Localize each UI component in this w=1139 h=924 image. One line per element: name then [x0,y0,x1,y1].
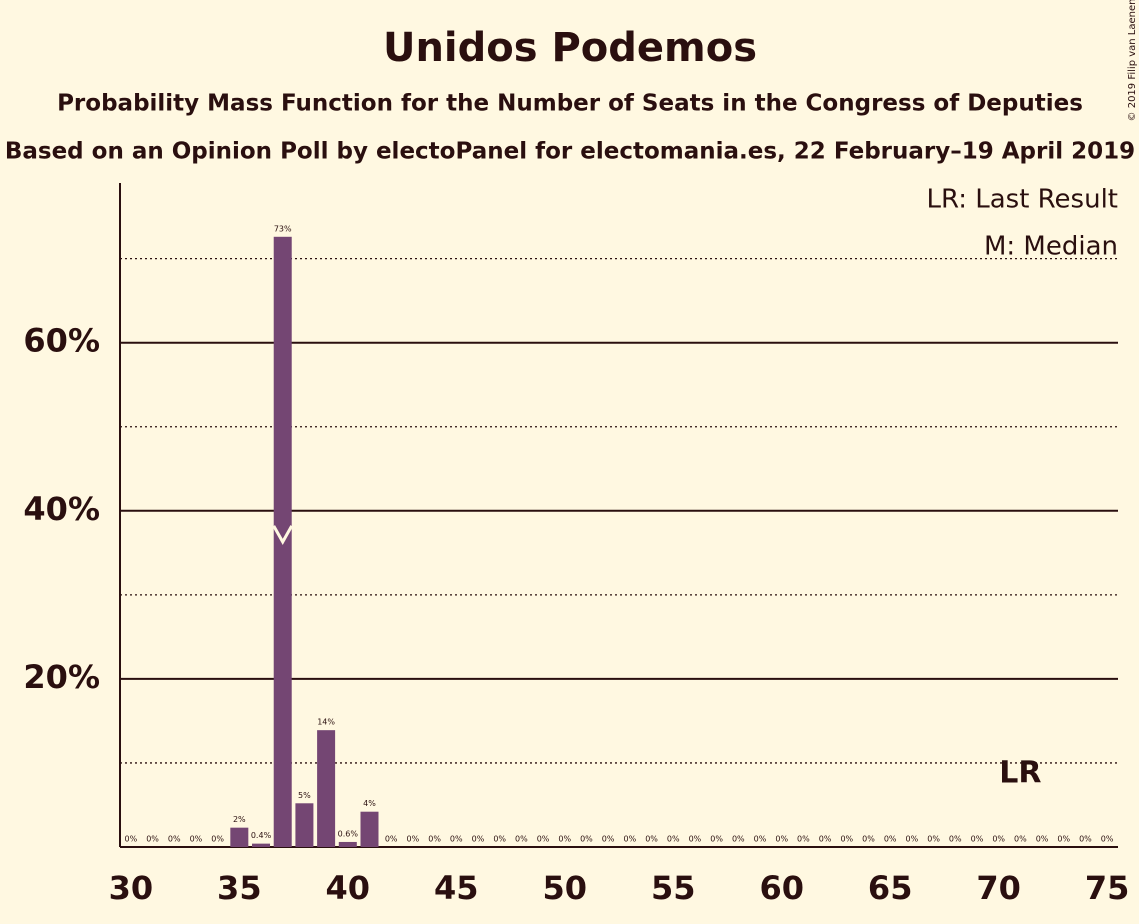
value-label: 0% [428,835,441,844]
x-tick-label: 45 [434,869,479,907]
value-label: 0.6% [338,829,359,838]
value-label: 0% [493,835,506,844]
value-label: 0% [211,835,224,844]
value-label: 2% [233,815,246,824]
median-marker [272,525,294,545]
bar [230,827,249,847]
bar [252,843,271,847]
value-label: 0% [732,835,745,844]
value-label: 0% [1101,835,1114,844]
last-result-marker: LR [999,756,1041,791]
value-label: 0% [146,835,159,844]
value-label: 0% [689,835,702,844]
value-label: 0% [558,835,571,844]
value-label: 0% [1079,835,1092,844]
value-label: 0% [537,835,550,844]
value-label: 0% [884,835,897,844]
value-label: 0% [710,835,723,844]
legend-entry: M: Median [984,232,1118,262]
value-label: 0% [385,835,398,844]
value-label: 0% [992,835,1005,844]
chart-subtitle: Probability Mass Function for the Number… [57,91,1083,117]
legend-entry: LR: Last Result [926,185,1118,215]
x-tick-label: 70 [976,869,1021,907]
value-label: 0% [580,835,593,844]
value-label: 0% [754,835,767,844]
value-label: 0% [602,835,615,844]
value-label: 5% [298,791,311,800]
value-label: 0% [819,835,832,844]
value-label: 0% [1036,835,1049,844]
bar [317,730,336,847]
value-label: 4% [363,799,376,808]
value-label: 0% [971,835,984,844]
value-label: 0% [1057,835,1070,844]
x-tick-label: 50 [542,869,587,907]
value-label: 0% [862,835,875,844]
chart-subtitle: Based on an Opinion Poll by electoPanel … [5,139,1135,165]
x-tick-label: 75 [1085,869,1130,907]
x-tick-label: 35 [217,869,262,907]
value-label: 14% [317,718,335,727]
value-label: 0% [1014,835,1027,844]
value-label: 0% [840,835,853,844]
value-label: 0% [797,835,810,844]
bar [338,841,357,847]
value-label: 0% [906,835,919,844]
y-tick-label: 60% [23,322,100,360]
x-tick-label: 30 [109,869,154,907]
chart-title: Unidos Podemos [383,25,757,71]
bar [295,803,314,847]
value-label: 0% [124,835,137,844]
x-tick-label: 65 [868,869,913,907]
value-label: 0% [190,835,203,844]
value-label: 0% [515,835,528,844]
value-label: 0% [927,835,940,844]
value-label: 0% [623,835,636,844]
y-tick-label: 40% [23,490,100,528]
x-tick-label: 55 [651,869,696,907]
value-label: 0% [472,835,485,844]
y-tick-label: 20% [23,658,100,696]
x-tick-label: 60 [759,869,804,907]
value-label: 0% [645,835,658,844]
value-label: 0% [667,835,680,844]
value-label: 0% [407,835,420,844]
value-label: 0% [168,835,181,844]
value-label: 0.4% [251,831,272,840]
x-tick-label: 40 [326,869,371,907]
value-label: 0% [775,835,788,844]
value-label: 73% [274,224,292,233]
value-label: 0% [450,835,463,844]
copyright: © 2019 Filip van Laenen [1127,0,1138,121]
value-label: 0% [949,835,962,844]
bar [360,811,379,847]
